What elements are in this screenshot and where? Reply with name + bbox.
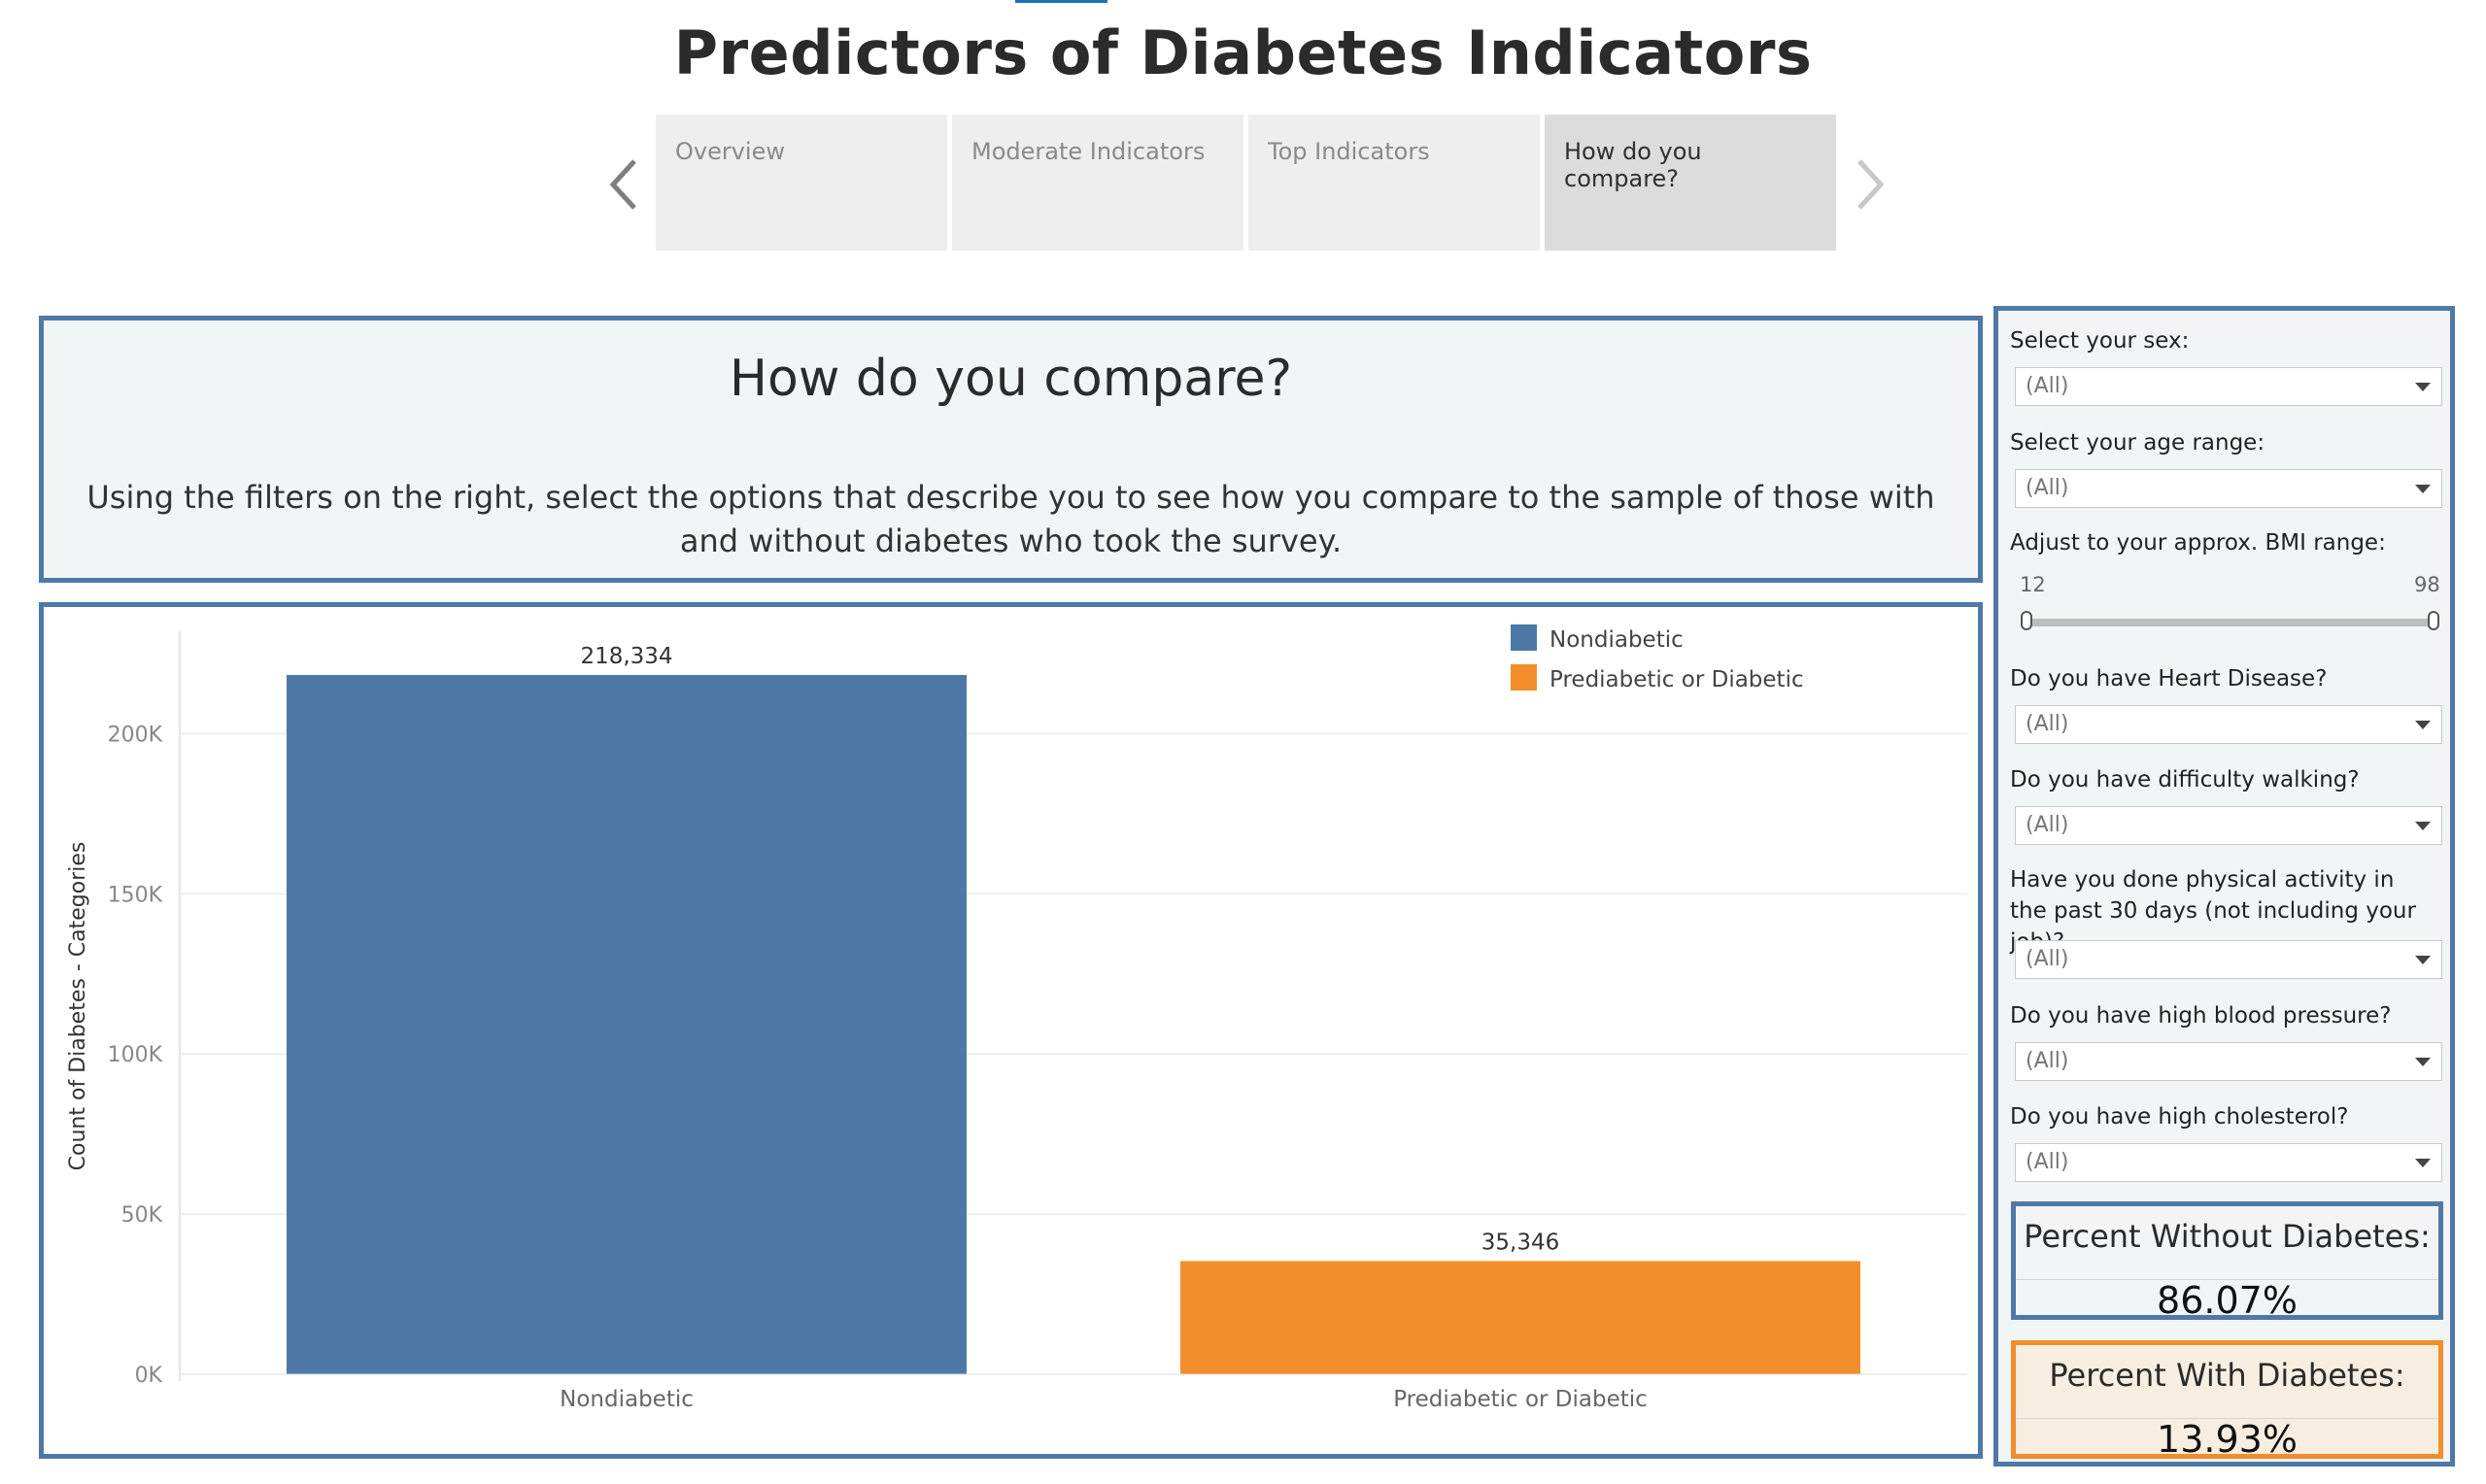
story-progress-tick (1015, 0, 1107, 3)
story-tab-label: How do you compare? (1564, 138, 1702, 192)
legend-swatch (1511, 664, 1537, 691)
y-tick-label: 0K (135, 1364, 163, 1388)
kpi-with-label: Percent With Diabetes: (2049, 1357, 2405, 1394)
kpi-percent-with-diabetes: Percent With Diabetes: 13.93% (2011, 1340, 2443, 1461)
chevron-down-icon[interactable] (2404, 807, 2441, 844)
next-story-button[interactable] (1851, 155, 1890, 214)
age-dropdown[interactable]: (All) (2015, 469, 2442, 508)
cholesterol-dropdown-value: (All) (2026, 1150, 2069, 1174)
story-tab-moderate-indicators[interactable]: Moderate Indicators (952, 115, 1243, 251)
intro-heading: How do you compare? (729, 350, 1293, 408)
kpi-without-label: Percent Without Diabetes: (2024, 1218, 2431, 1255)
bar-chart: 0K 50K 100K 150K 200K Count of Diabetes - Cat… (66, 624, 1967, 1412)
y-tick-label: 150K (108, 883, 163, 907)
chevron-down-icon[interactable] (2404, 368, 2441, 405)
story-tab-label: Overview (675, 138, 785, 165)
sex-filter-label: Select your sex: (2010, 328, 2190, 354)
y-tick-label: 50K (121, 1203, 163, 1228)
bar-value-label: 218,334 (580, 644, 672, 669)
bar-nondiabetic (287, 675, 967, 1374)
story-tab-how-do-you-compare[interactable]: How do you compare? (1545, 115, 1836, 251)
y-axis-title: Count of Diabetes - Categories (66, 842, 90, 1171)
bmi-min-handle[interactable] (2021, 611, 2032, 630)
heart-disease-dropdown-value: (All) (2026, 712, 2069, 736)
kpi-divider (2016, 1279, 2438, 1280)
kpi-with-value: 13.93% (2157, 1418, 2298, 1461)
story-tab-label: Moderate Indicators (971, 138, 1206, 165)
chevron-down-icon[interactable] (2404, 941, 2441, 978)
filter-panel: Select your sex: (All) Select your age r… (1993, 306, 2455, 1467)
blood-pressure-filter-label: Do you have high blood pressure? (2010, 1003, 2392, 1029)
bmi-filter-label: Adjust to your approx. BMI range: (2010, 530, 2386, 556)
sex-dropdown[interactable]: (All) (2015, 367, 2442, 406)
x-tick-label: Prediabetic or Diabetic (1393, 1387, 1648, 1412)
blood-pressure-dropdown-value: (All) (2026, 1049, 2069, 1073)
chart-panel: 0K 50K 100K 150K 200K Count of Diabetes - Cat… (39, 602, 1983, 1459)
walking-dropdown[interactable]: (All) (2015, 806, 2442, 845)
walking-filter-label: Do you have difficulty walking? (2010, 767, 2360, 793)
y-tick-label: 200K (108, 723, 163, 747)
story-tab-top-indicators[interactable]: Top Indicators (1248, 115, 1540, 251)
legend-swatch (1511, 624, 1537, 651)
chevron-left-icon (609, 159, 636, 210)
chevron-down-icon[interactable] (2404, 1043, 2441, 1080)
kpi-divider (2016, 1418, 2438, 1419)
story-tab-label: Top Indicators (1268, 138, 1430, 165)
age-dropdown-value: (All) (2026, 476, 2069, 500)
bar-prediabetic-or-diabetic (1180, 1261, 1860, 1374)
story-title: Predictors of Diabetes Indicators (673, 17, 1813, 88)
age-filter-label: Select your age range: (2010, 430, 2265, 455)
bar-value-label: 35,346 (1481, 1230, 1559, 1255)
bmi-max-value: 98 (2414, 573, 2440, 596)
bmi-min-value: 12 (2020, 573, 2046, 596)
sex-dropdown-value: (All) (2026, 374, 2069, 398)
kpi-without-value: 86.07% (2157, 1279, 2298, 1322)
activity-dropdown-value: (All) (2026, 947, 2069, 971)
chevron-down-icon[interactable] (2404, 706, 2441, 743)
bmi-slider-track[interactable] (2025, 619, 2433, 626)
chevron-down-icon[interactable] (2404, 1144, 2441, 1181)
chevron-right-icon (1857, 159, 1885, 210)
cholesterol-dropdown[interactable]: (All) (2015, 1143, 2442, 1182)
activity-dropdown[interactable]: (All) (2015, 940, 2442, 979)
chevron-down-icon[interactable] (2404, 470, 2441, 507)
intro-text: Using the filters on the right, select t… (86, 479, 1935, 559)
cholesterol-filter-label: Do you have high cholesterol? (2010, 1104, 2349, 1130)
kpi-percent-without-diabetes: Percent Without Diabetes: 86.07% (2011, 1201, 2443, 1322)
prev-story-button[interactable] (604, 155, 643, 214)
legend-label: Prediabetic or Diabetic (1549, 667, 1804, 692)
heart-disease-filter-label: Do you have Heart Disease? (2010, 666, 2328, 691)
walking-dropdown-value: (All) (2026, 813, 2069, 837)
x-tick-label: Nondiabetic (560, 1387, 694, 1412)
blood-pressure-dropdown[interactable]: (All) (2015, 1042, 2442, 1081)
story-tab-overview[interactable]: Overview (656, 115, 947, 251)
y-tick-label: 100K (108, 1043, 163, 1067)
intro-panel: How do you compare? Using the filters on… (39, 316, 1983, 583)
bmi-max-handle[interactable] (2428, 611, 2439, 630)
legend-label: Nondiabetic (1549, 627, 1684, 653)
heart-disease-dropdown[interactable]: (All) (2015, 705, 2442, 744)
